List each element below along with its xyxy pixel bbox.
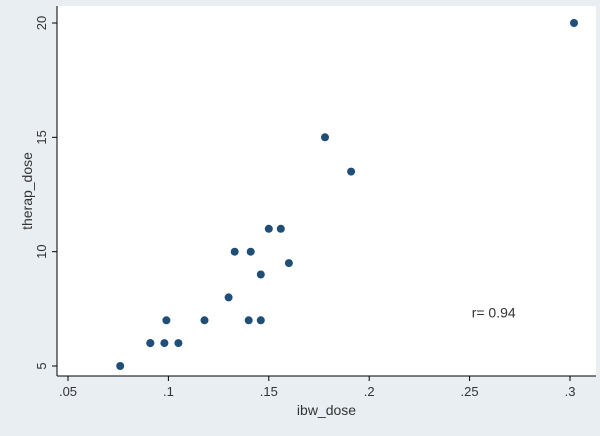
data-point — [116, 362, 125, 370]
x-tick-label: .1 — [163, 384, 174, 399]
y-tick-label: 20 — [34, 16, 49, 30]
y-axis-ticks: 5 10 15 20 — [34, 16, 57, 370]
data-point — [284, 259, 293, 268]
x-tick-label: .25 — [461, 384, 479, 399]
x-tick-label: .15 — [260, 384, 278, 399]
x-tick-label: .05 — [59, 384, 77, 399]
data-point — [162, 316, 171, 325]
x-tick-label: .2 — [364, 384, 375, 399]
data-point — [224, 293, 233, 302]
data-point — [347, 167, 356, 176]
data-point — [264, 224, 273, 233]
data-point — [230, 247, 239, 256]
y-tick-label: 5 — [34, 362, 49, 369]
x-tick-label: .3 — [565, 384, 576, 399]
data-point — [200, 316, 209, 325]
correlation-annotation: r= 0.94 — [472, 304, 516, 320]
data-point — [146, 339, 155, 348]
data-point — [321, 133, 329, 142]
data-point — [246, 247, 255, 256]
data-point — [174, 339, 183, 348]
y-tick-label: 15 — [34, 130, 49, 144]
x-axis-title: ibw_dose — [297, 402, 356, 418]
data-point — [256, 270, 265, 279]
data-point — [256, 316, 265, 325]
y-axis-title: therap_dose — [19, 152, 35, 230]
data-point — [276, 224, 285, 233]
data-point — [160, 339, 169, 348]
data-point — [570, 19, 578, 27]
y-tick-label: 10 — [34, 244, 49, 258]
data-point — [244, 316, 253, 325]
x-axis-ticks: .05 .1 .15 .2 .25 .3 — [59, 376, 575, 399]
plot-area — [57, 6, 596, 376]
data-points — [116, 19, 578, 370]
